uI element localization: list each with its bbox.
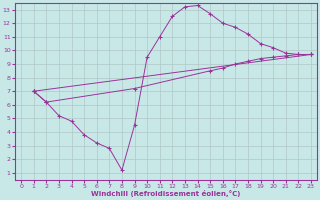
- X-axis label: Windchill (Refroidissement éolien,°C): Windchill (Refroidissement éolien,°C): [91, 190, 241, 197]
